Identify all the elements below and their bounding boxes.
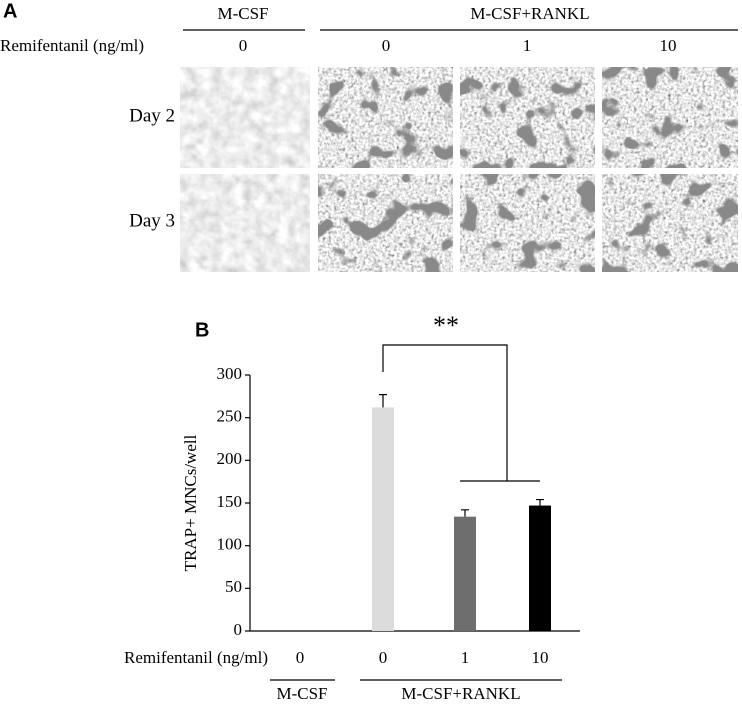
day-label: Day 3 — [129, 210, 175, 231]
micrograph — [602, 174, 738, 272]
y-tick-label: 300 — [217, 364, 243, 383]
y-tick-label: 0 — [234, 620, 243, 639]
dose-label: 1 — [523, 36, 532, 55]
group-label: M-CSF — [217, 4, 268, 23]
error-bar — [461, 509, 469, 517]
dose-label: 0 — [382, 36, 391, 55]
micrograph — [318, 174, 453, 272]
group-label: M-CSF+RANKL — [401, 684, 520, 703]
x-axis-label: Remifentanil (ng/ml) — [124, 648, 268, 667]
error-bar — [536, 498, 544, 506]
day-label: Day 2 — [129, 105, 175, 126]
x-tick-label: 1 — [461, 648, 470, 667]
x-tick-label: 0 — [379, 648, 388, 667]
micrographs — [180, 67, 738, 272]
y-axis-label: TRAP+ MNCs/well — [181, 434, 200, 571]
micrograph — [460, 174, 595, 272]
y-tick-label: 200 — [217, 449, 243, 468]
bar — [529, 505, 551, 631]
group-label: M-CSF — [276, 684, 327, 703]
group-label: M-CSF+RANKL — [470, 4, 589, 23]
significance-bracket — [382, 344, 508, 481]
micrograph — [602, 67, 738, 168]
bar — [372, 407, 394, 631]
y-tick-label: 50 — [225, 577, 242, 596]
panel-label: A — [3, 0, 17, 22]
micrograph — [180, 174, 310, 272]
error-bar — [379, 394, 387, 408]
micrograph — [460, 67, 595, 168]
y-tick-label: 150 — [217, 492, 243, 511]
micrograph — [318, 67, 453, 168]
annotation: ** — [433, 311, 459, 340]
x-tick-label: 0 — [296, 648, 305, 667]
y-tick-label: 250 — [217, 407, 243, 426]
bar — [454, 516, 476, 631]
dose-label: 10 — [660, 36, 677, 55]
x-tick-label: 10 — [532, 648, 549, 667]
panel-label: B — [195, 319, 209, 341]
y-tick-label: 100 — [217, 535, 243, 554]
row-label: Remifentanil (ng/ml) — [0, 36, 144, 55]
dose-label: 0 — [239, 36, 248, 55]
micrograph — [180, 67, 310, 168]
